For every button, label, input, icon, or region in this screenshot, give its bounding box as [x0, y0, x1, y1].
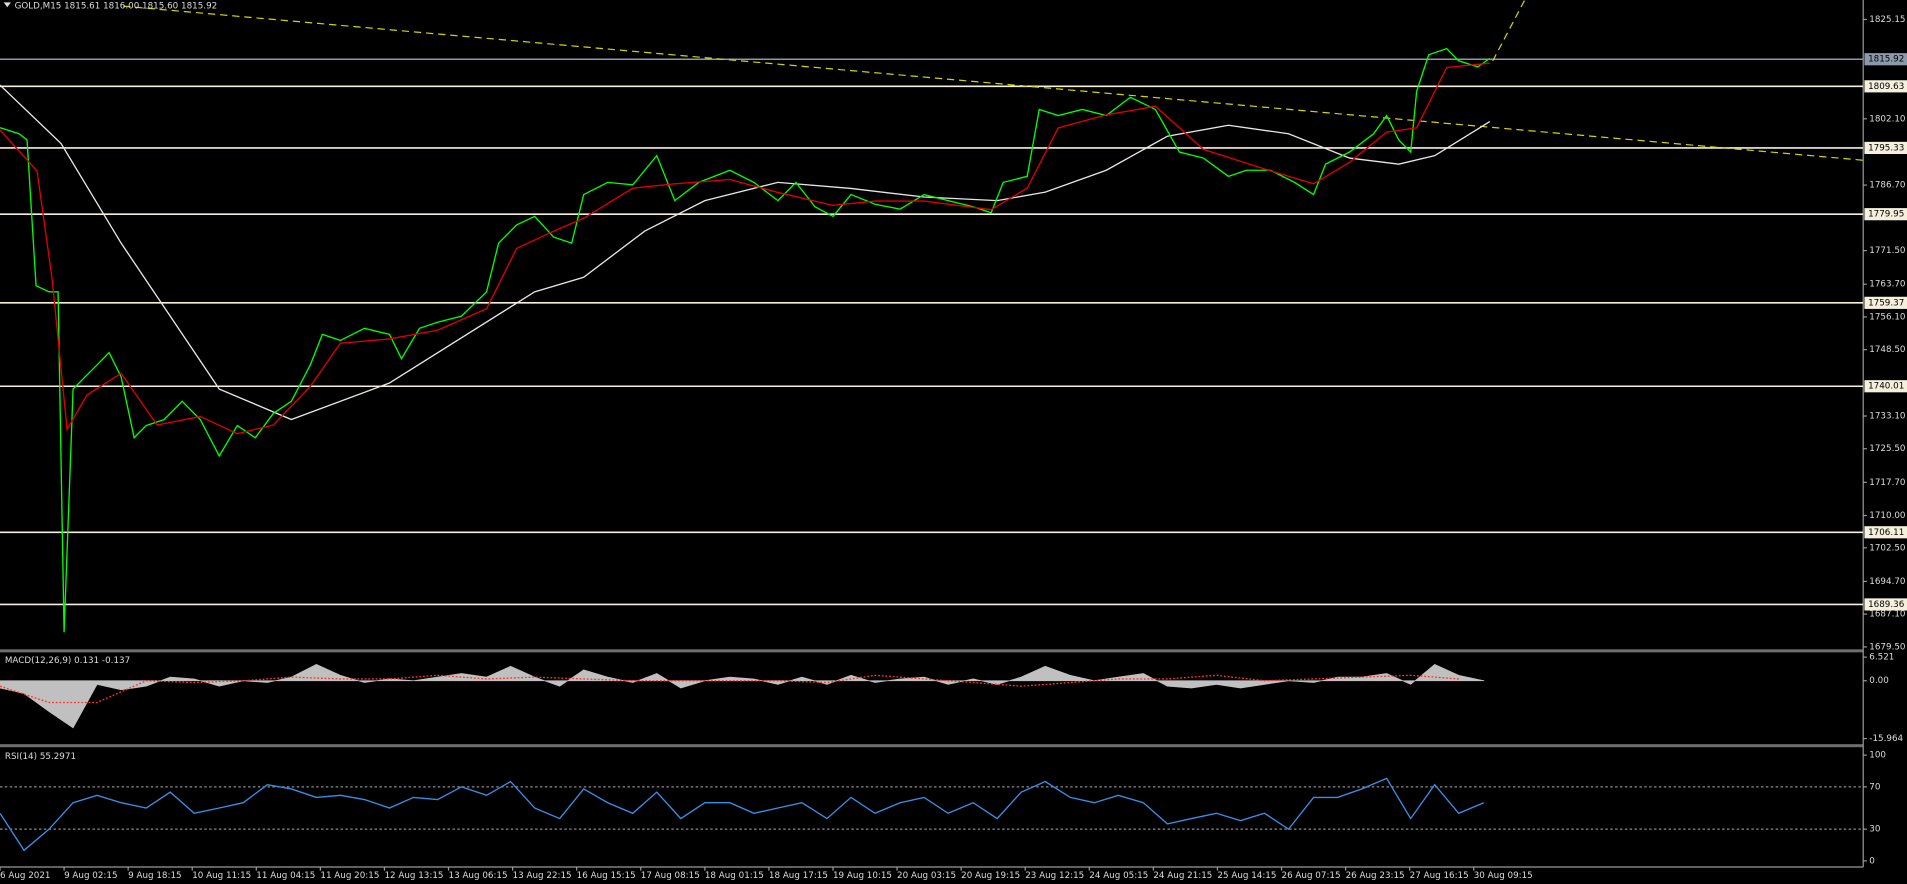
x-tick-label: 24 Aug 05:15: [1089, 871, 1148, 881]
x-tick-label: 13 Aug 06:15: [449, 871, 508, 881]
level-label-box: [1864, 380, 1907, 393]
x-tick-label: 20 Aug 19:15: [961, 871, 1020, 881]
level-label-box: [1864, 141, 1907, 155]
x-tick-label: 18 Aug 01:15: [705, 871, 764, 881]
y-tick-label: 1717.70: [1869, 478, 1905, 488]
level-label: 1706.11: [1868, 528, 1904, 538]
y-tick-label: 100: [1869, 751, 1886, 761]
x-tick-label: 24 Aug 21:15: [1153, 871, 1212, 881]
level-label-box: [1864, 598, 1907, 611]
y-tick-label: 70: [1869, 782, 1880, 792]
level-label: 1795.33: [1868, 143, 1904, 153]
y-tick-label: 1694.70: [1869, 577, 1905, 587]
y-tick-label: 1756.10: [1869, 312, 1905, 322]
x-tick-label: 12 Aug 13:15: [384, 871, 443, 881]
x-tick-label: 9 Aug 02:15: [64, 871, 117, 881]
series-line: [0, 47, 1491, 633]
y-tick-label: 1763.70: [1869, 280, 1905, 290]
x-tick-label: 13 Aug 22:15: [513, 871, 572, 881]
y-tick-label: 1710.00: [1869, 511, 1905, 521]
y-tick-label: 6.521: [1869, 653, 1894, 663]
x-tick-label: 20 Aug 03:15: [897, 871, 956, 881]
level-label: 1689.36: [1868, 600, 1905, 610]
x-tick-label: 19 Aug 10:15: [833, 871, 892, 881]
x-tick-label: 25 Aug 14:15: [1217, 871, 1276, 881]
level-label: 1815.92: [1868, 55, 1904, 65]
series-line: [0, 674, 1459, 704]
y-tick-label: 0: [1869, 856, 1875, 866]
level-label-box: [1864, 53, 1907, 66]
x-tick-label: 6 Aug 2021: [0, 871, 50, 881]
panel-title: GOLD,M15 1815.61 1816.00 1815.60 1815.92: [15, 2, 218, 12]
level-label-box: [1864, 526, 1907, 539]
macd-histogram: [0, 664, 1485, 729]
y-tick-label: 1786.70: [1869, 181, 1905, 191]
x-tick-label: 11 Aug 20:15: [320, 871, 379, 881]
y-tick-label: 1825.15: [1869, 15, 1905, 25]
y-tick-label: 1771.50: [1869, 246, 1905, 256]
x-tick-label: 18 Aug 17:15: [769, 871, 828, 881]
panel-title: RSI(14) 55.2971: [5, 752, 76, 762]
x-tick-label: 10 Aug 11:15: [192, 871, 251, 881]
y-tick-label: 1702.50: [1869, 543, 1905, 553]
macd-panel: [0, 664, 1485, 729]
y-tick-label: 1748.50: [1869, 345, 1905, 355]
x-tick-label: 11 Aug 04:15: [256, 871, 315, 881]
menu-arrow[interactable]: [3, 2, 11, 8]
level-label: 1809.63: [1868, 82, 1904, 92]
series-line: [0, 777, 1485, 852]
level-label-box: [1864, 296, 1907, 309]
panel-separator: [0, 744, 1864, 748]
series-line: [0, 84, 1491, 421]
y-tick-label: -15.964: [1869, 734, 1903, 744]
y-tick-label: 0.00: [1869, 676, 1888, 686]
y-tick-label: 1802.10: [1869, 114, 1905, 124]
x-tick-label: 26 Aug 23:15: [1346, 871, 1405, 881]
y-tick-label: 1733.10: [1869, 412, 1905, 422]
x-tick-label: 23 Aug 12:15: [1025, 871, 1084, 881]
x-tick-label: 17 Aug 08:15: [641, 871, 700, 881]
x-tick-label: 16 Aug 15:15: [577, 871, 636, 881]
y-tick-label: 30: [1869, 825, 1880, 835]
y-tick-label: 1687.10: [1869, 610, 1905, 620]
level-label: 1740.01: [1868, 382, 1904, 392]
rsi-panel: [0, 777, 1864, 852]
x-tick-label: 27 Aug 16:15: [1410, 871, 1469, 881]
x-tick-label: 30 Aug 09:15: [1474, 871, 1533, 881]
level-label-box: [1864, 208, 1907, 221]
level-label: 1779.95: [1868, 210, 1904, 220]
level-label: 1759.37: [1868, 298, 1904, 308]
series-line: [0, 62, 1490, 435]
y-tick-label: 1725.50: [1869, 444, 1905, 454]
level-label-box: [1864, 80, 1907, 93]
y-tick-label: 1679.50: [1869, 642, 1905, 652]
x-tick-label: 26 Aug 07:15: [1282, 871, 1341, 881]
panel-separator: [0, 649, 1864, 653]
x-tick-label: 9 Aug 18:15: [128, 871, 181, 881]
panel-title: MACD(12,26,9) 0.131 -0.137: [5, 656, 130, 666]
trendline: [1492, 0, 1526, 62]
price-panel: [0, 0, 1864, 633]
